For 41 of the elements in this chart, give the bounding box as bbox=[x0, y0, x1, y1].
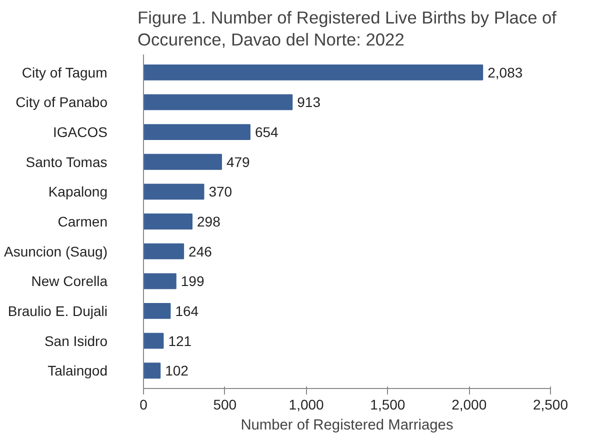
data-label: 121 bbox=[168, 332, 192, 349]
x-tick-label: 1,500 bbox=[370, 396, 406, 412]
bar bbox=[144, 184, 204, 200]
y-tick-label: Asuncion (Saug) bbox=[4, 243, 108, 260]
data-label: 164 bbox=[175, 302, 199, 319]
x-tick-label: 2,000 bbox=[452, 396, 487, 412]
y-tick-label: Kapalong bbox=[48, 184, 108, 200]
bar bbox=[144, 64, 484, 80]
bar bbox=[144, 362, 161, 379]
bar bbox=[144, 94, 293, 110]
y-tick-label: Talaingod bbox=[48, 362, 108, 379]
data-label: 479 bbox=[226, 154, 250, 170]
x-tick-label: 0 bbox=[140, 396, 148, 412]
bar bbox=[144, 303, 171, 319]
y-tick-label: Carmen bbox=[58, 214, 108, 230]
data-label: 246 bbox=[188, 243, 212, 260]
x-axis-title: Number of Registered Marriages bbox=[240, 418, 454, 434]
bar bbox=[144, 332, 164, 349]
data-label: 654 bbox=[254, 124, 279, 140]
x-tick-label: 2,500 bbox=[532, 396, 568, 412]
data-label: 370 bbox=[208, 184, 232, 200]
bar bbox=[144, 273, 176, 290]
chart-title: Figure 1. Number of Registered Live Births by Place of Occurence, Davao del Norte: 2022 bbox=[138, 8, 557, 50]
y-tick-label: City of Panabo bbox=[16, 94, 108, 110]
data-label: 298 bbox=[197, 214, 221, 230]
y-tick-label: Braulio E. Dujali bbox=[8, 302, 108, 319]
bar bbox=[144, 124, 250, 140]
data-label: 199 bbox=[180, 273, 204, 290]
data-label: 102 bbox=[165, 362, 189, 379]
y-tick-label: IGACOS bbox=[53, 124, 108, 140]
bar bbox=[144, 243, 184, 260]
bar bbox=[144, 214, 193, 230]
x-tick-label: 1,000 bbox=[288, 396, 324, 412]
data-label: 2,083 bbox=[488, 64, 523, 80]
y-tick-label: New Corella bbox=[31, 273, 108, 290]
y-tick-label: San Isidro bbox=[44, 332, 108, 349]
x-tick-label: 500 bbox=[213, 396, 237, 412]
y-tick-label: City of Tagum bbox=[22, 64, 108, 80]
y-tick-label: Santo Tomas bbox=[26, 154, 108, 170]
data-label: 913 bbox=[297, 94, 321, 110]
bar bbox=[144, 154, 222, 170]
